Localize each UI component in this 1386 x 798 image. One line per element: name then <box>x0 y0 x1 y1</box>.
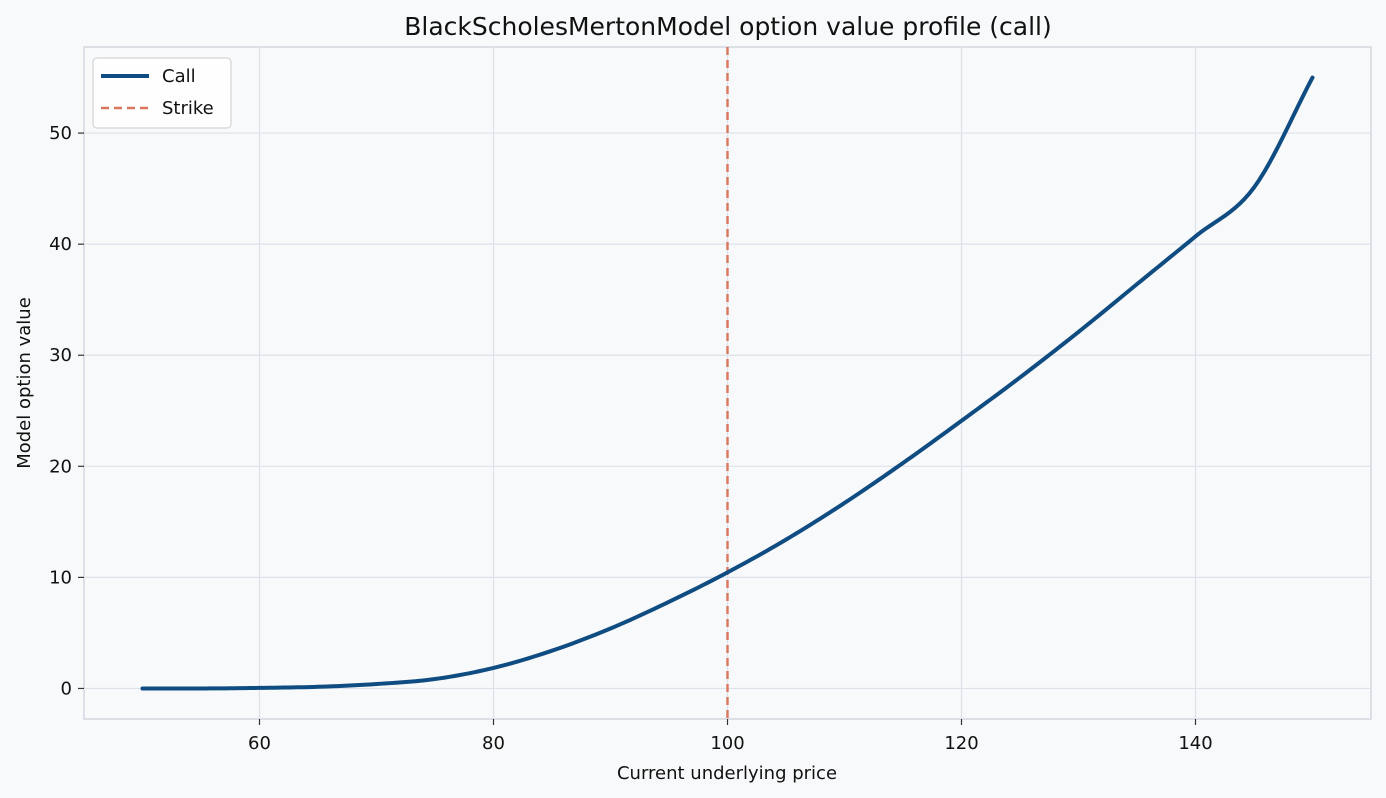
y-axis-ticks: 0 10 20 30 40 50 <box>49 123 84 699</box>
y-tick-label: 0 <box>61 678 72 699</box>
chart-title: BlackScholesMertonModel option value pro… <box>404 12 1052 41</box>
legend-strike-label: Strike <box>162 98 214 119</box>
x-tick-label: 140 <box>1178 733 1212 754</box>
y-tick-label: 50 <box>49 123 72 144</box>
x-tick-label: 60 <box>248 733 271 754</box>
y-tick-label: 40 <box>49 234 72 255</box>
x-tick-label: 120 <box>944 733 978 754</box>
call-series-line <box>140 75 1315 691</box>
y-tick-label: 20 <box>49 456 72 477</box>
y-tick-label: 30 <box>49 345 72 366</box>
x-axis-label: Current underlying price <box>617 763 837 784</box>
y-tick-label: 10 <box>49 567 72 588</box>
y-axis-label: Model option value <box>14 297 35 469</box>
x-tick-label: 80 <box>482 733 505 754</box>
x-tick-label: 100 <box>710 733 744 754</box>
legend-call-label: Call <box>162 66 196 87</box>
x-axis-ticks: 60 80 100 120 140 <box>248 719 1213 754</box>
legend: Call Strike <box>92 57 232 129</box>
